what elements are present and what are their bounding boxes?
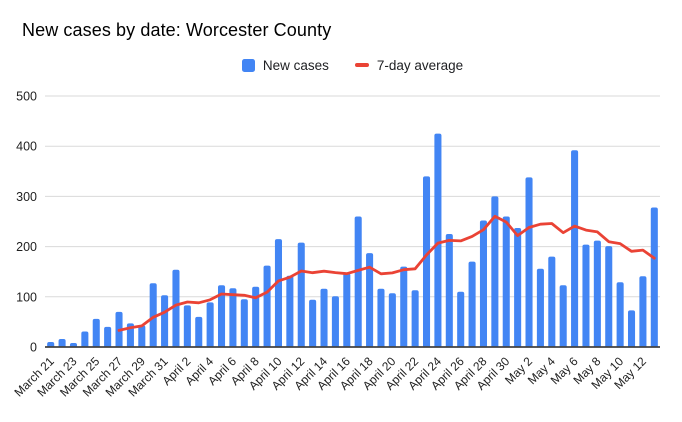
bar[interactable] <box>149 283 157 347</box>
bar[interactable] <box>502 216 510 347</box>
bar[interactable] <box>582 244 590 347</box>
bar[interactable] <box>138 325 146 347</box>
bar[interactable] <box>183 305 191 347</box>
bar[interactable] <box>69 342 78 347</box>
bar[interactable] <box>58 338 66 347</box>
bar[interactable] <box>274 239 283 347</box>
bar[interactable] <box>514 228 522 347</box>
y-axis-label: 200 <box>16 240 37 254</box>
bar[interactable] <box>627 310 636 347</box>
y-axis-label: 0 <box>30 341 37 355</box>
bar[interactable] <box>650 207 658 347</box>
new-cases-swatch-icon <box>241 58 255 72</box>
bar[interactable] <box>639 276 647 347</box>
bar[interactable] <box>377 288 385 347</box>
bar[interactable] <box>434 133 442 347</box>
legend-7day-average-label: 7-day average <box>376 57 464 73</box>
bar[interactable] <box>468 261 476 347</box>
bar[interactable] <box>252 286 260 347</box>
y-axis-label: 500 <box>16 90 37 104</box>
bar[interactable] <box>217 285 226 347</box>
bar[interactable] <box>297 242 305 347</box>
bar[interactable] <box>309 299 317 347</box>
bar[interactable] <box>354 216 362 347</box>
bar[interactable] <box>593 240 601 347</box>
bar[interactable] <box>104 326 112 347</box>
bar[interactable] <box>229 288 237 347</box>
bar[interactable] <box>240 299 248 347</box>
bar[interactable] <box>81 331 89 347</box>
y-axis-label: 300 <box>16 190 37 204</box>
bar[interactable] <box>525 177 533 347</box>
legend-new-cases-label: New cases <box>262 57 329 73</box>
bar[interactable] <box>616 282 624 347</box>
bar[interactable] <box>559 285 567 347</box>
bar[interactable] <box>286 275 294 347</box>
bar[interactable] <box>571 150 579 347</box>
bar[interactable] <box>548 256 556 347</box>
bar[interactable] <box>47 341 55 347</box>
bar[interactable] <box>320 288 328 347</box>
bar[interactable] <box>422 176 431 347</box>
y-axis-label: 400 <box>16 140 37 154</box>
bar[interactable] <box>605 246 613 347</box>
bar[interactable] <box>479 220 488 347</box>
bar[interactable] <box>331 296 339 347</box>
bar[interactable] <box>400 266 408 347</box>
y-axis-label: 100 <box>16 290 37 304</box>
bar[interactable] <box>161 295 169 347</box>
legend-entry-7day-average[interactable]: 7-day average <box>354 57 464 73</box>
bar[interactable] <box>388 293 396 347</box>
bar[interactable] <box>536 268 544 347</box>
legend: New cases 7-day average <box>45 56 660 74</box>
avg-line <box>117 214 656 332</box>
bar[interactable] <box>457 291 465 347</box>
bar[interactable] <box>343 273 351 347</box>
bar[interactable] <box>411 290 419 347</box>
bar[interactable] <box>195 316 203 347</box>
bar[interactable] <box>92 318 100 347</box>
bar[interactable] <box>172 269 180 347</box>
bar[interactable] <box>445 234 453 347</box>
legend-entry-new-cases[interactable]: New cases <box>241 57 329 73</box>
bar[interactable] <box>491 196 499 347</box>
bar[interactable] <box>366 253 374 347</box>
chart-title: New cases by date: Worcester County <box>22 20 332 40</box>
bar[interactable] <box>263 265 271 347</box>
bar[interactable] <box>206 302 214 347</box>
seven-day-average-swatch-icon <box>354 63 369 67</box>
